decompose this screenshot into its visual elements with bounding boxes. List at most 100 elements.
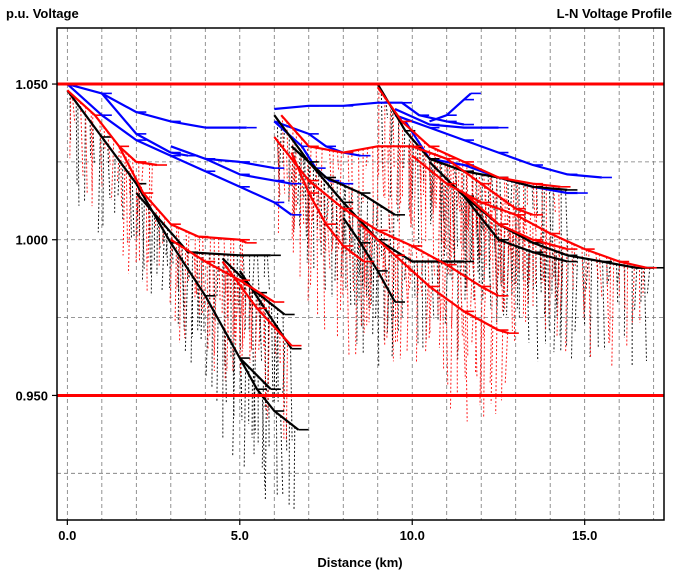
lateral-drop — [248, 255, 251, 332]
lateral-drop — [280, 415, 284, 496]
lateral-drop — [595, 253, 599, 280]
lateral-drop — [234, 279, 239, 353]
lateral-drop — [483, 203, 487, 296]
lateral-drop — [410, 155, 413, 223]
lateral-drop — [205, 301, 210, 378]
lateral-drop — [606, 256, 610, 345]
lateral-drop — [318, 188, 322, 244]
series-line — [221, 257, 286, 316]
series-lines — [66, 83, 664, 431]
lateral-drop — [383, 244, 385, 275]
lateral-drop — [448, 155, 452, 258]
series-line — [170, 145, 275, 170]
lateral-drop — [602, 261, 606, 350]
lateral-drop — [307, 194, 311, 302]
lateral-drop — [406, 244, 410, 352]
x-tick-label: 5.0 — [231, 528, 249, 543]
lateral-drop — [438, 294, 442, 348]
lateral-drop — [559, 253, 563, 336]
lateral-drop — [504, 332, 509, 385]
lateral-drop — [122, 157, 126, 256]
lateral-drop — [259, 294, 263, 363]
lateral-drop — [309, 198, 313, 288]
lateral-drop — [334, 182, 338, 282]
lateral-drop — [388, 105, 392, 159]
chart-title: L-N Voltage Profile — [557, 6, 672, 21]
lateral-drop — [125, 152, 128, 245]
lateral-drop — [447, 165, 451, 277]
lateral-drop — [418, 136, 422, 217]
lateral-drop — [275, 412, 278, 496]
lateral-drop — [455, 165, 458, 191]
lateral-drop — [80, 102, 84, 176]
lateral-drop — [304, 158, 307, 237]
lateral-drop — [213, 253, 216, 322]
x-tick-label: 15.0 — [572, 528, 597, 543]
lateral-drop — [462, 193, 466, 275]
lateral-drop — [399, 261, 403, 359]
lateral-drop — [258, 311, 261, 352]
lateral-drop — [181, 245, 185, 309]
lateral-drop — [282, 128, 285, 165]
lateral-drop — [262, 294, 264, 316]
lateral-drop — [293, 132, 297, 230]
lateral-drop — [585, 259, 589, 291]
lateral-drop — [254, 295, 257, 399]
lateral-drop — [366, 223, 368, 326]
series-line — [239, 357, 272, 390]
y-tick-label: 0.950 — [15, 388, 48, 403]
lateral-drop — [449, 161, 452, 273]
lateral-drop — [367, 254, 370, 308]
lateral-drop — [381, 146, 385, 198]
lateral-drop — [350, 214, 354, 243]
series-line — [411, 154, 648, 269]
lateral-drop — [131, 178, 135, 238]
lateral-drop — [553, 251, 557, 353]
lateral-drop — [607, 263, 611, 284]
lateral-drop — [518, 210, 522, 274]
lateral-drop — [480, 286, 483, 395]
lateral-drop — [397, 119, 400, 222]
series-line — [66, 83, 293, 216]
series-line — [273, 136, 500, 297]
lateral-drop — [390, 109, 394, 144]
lateral-drop — [497, 225, 501, 278]
series-line — [290, 152, 365, 263]
lateral-drop — [392, 108, 395, 169]
lateral-drop — [445, 298, 449, 386]
lateral-drop — [120, 147, 123, 208]
lateral-drop — [559, 247, 564, 313]
lateral-drop — [313, 170, 317, 192]
lateral-drop — [326, 197, 330, 226]
lateral-drop — [646, 267, 651, 294]
y-axis-label: p.u. Voltage — [6, 6, 79, 21]
lateral-drop — [356, 217, 360, 250]
series-line — [463, 195, 568, 263]
lateral-drop — [488, 227, 492, 309]
lateral-drop — [213, 267, 217, 356]
lateral-drop — [168, 242, 172, 288]
lateral-drop — [200, 258, 203, 315]
lateral-drop — [268, 299, 271, 331]
lateral-drop — [560, 260, 564, 352]
lateral-drop — [543, 242, 547, 330]
lateral-drop — [190, 252, 194, 364]
lateral-drop — [512, 230, 516, 342]
lateral-drop — [432, 257, 436, 278]
x-axis-ticks: 0.0 5.0 10.0 15.0 — [58, 520, 597, 543]
lateral-drop — [243, 368, 247, 468]
lateral-drop — [290, 148, 295, 189]
lateral-drop — [494, 207, 498, 295]
x-tick-label: 10.0 — [400, 528, 425, 543]
lateral-drop — [438, 260, 441, 319]
lateral-drop — [540, 242, 543, 284]
series-line — [290, 145, 396, 216]
lateral-drop — [327, 226, 331, 270]
lateral-drop — [136, 194, 139, 237]
lateral-drop — [276, 119, 280, 200]
lateral-drop — [476, 169, 481, 221]
lateral-drop — [508, 204, 511, 250]
lateral-drop — [417, 145, 420, 252]
lateral-drop — [570, 256, 574, 359]
lateral-drop — [237, 272, 242, 306]
